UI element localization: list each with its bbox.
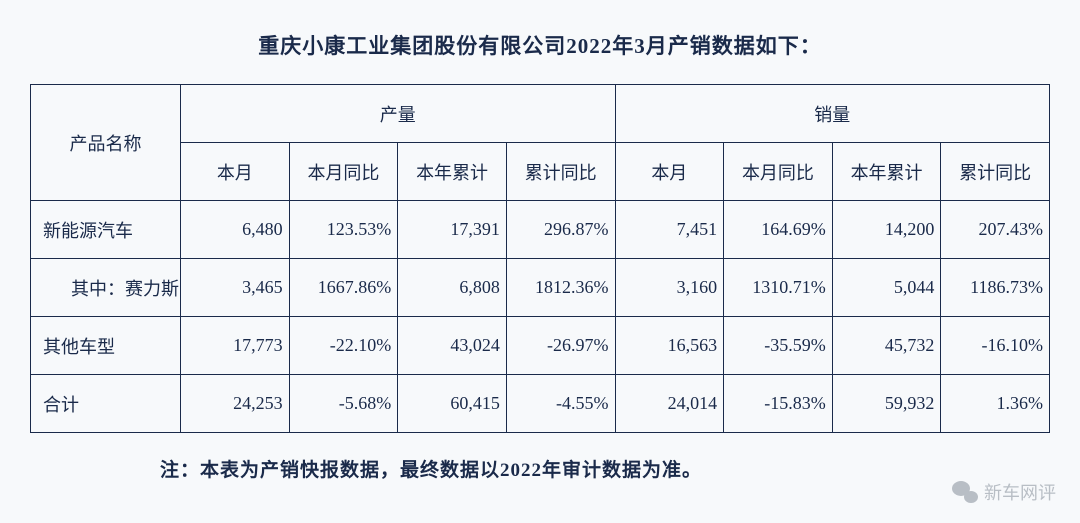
col-sales-ytd-yoy: 累计同比 (941, 143, 1050, 201)
cell-value: 6,480 (181, 201, 290, 259)
col-prod-month-yoy: 本月同比 (289, 143, 398, 201)
table-row: 合计24,253-5.68%60,415-4.55%24,014-15.83%5… (31, 375, 1050, 433)
table-row: 其他车型17,773-22.10%43,024-26.97%16,563-35.… (31, 317, 1050, 375)
header-row-1: 产品名称 产量 销量 (31, 85, 1050, 143)
watermark-text: 新车网评 (984, 479, 1056, 505)
watermark: 新车网评 (952, 479, 1056, 505)
cell-value: 1.36% (941, 375, 1050, 433)
cell-value: 1186.73% (941, 259, 1050, 317)
cell-value: 43,024 (398, 317, 507, 375)
cell-value: 3,465 (181, 259, 290, 317)
cell-value: 16,563 (615, 317, 724, 375)
cell-value: -35.59% (724, 317, 833, 375)
wechat-icon (952, 481, 978, 503)
col-prod-month: 本月 (181, 143, 290, 201)
cell-value: 17,773 (181, 317, 290, 375)
col-sales-ytd: 本年累计 (832, 143, 941, 201)
cell-value: 6,808 (398, 259, 507, 317)
cell-value: 164.69% (724, 201, 833, 259)
cell-value: 3,160 (615, 259, 724, 317)
cell-value: 45,732 (832, 317, 941, 375)
table-row: 新能源汽车6,480123.53%17,391296.87%7,451164.6… (31, 201, 1050, 259)
cell-value: -16.10% (941, 317, 1050, 375)
cell-value: -5.68% (289, 375, 398, 433)
cell-value: 207.43% (941, 201, 1050, 259)
footnote: 注：本表为产销快报数据，最终数据以2022年审计数据为准。 (30, 455, 1050, 482)
col-sales-month: 本月 (615, 143, 724, 201)
cell-value: 1310.71% (724, 259, 833, 317)
cell-value: 1812.36% (506, 259, 615, 317)
cell-value: 14,200 (832, 201, 941, 259)
cell-value: 60,415 (398, 375, 507, 433)
cell-value: -22.10% (289, 317, 398, 375)
col-product-name: 产品名称 (31, 85, 181, 201)
cell-value: 59,932 (832, 375, 941, 433)
production-sales-table: 产品名称 产量 销量 本月 本月同比 本年累计 累计同比 本月 本月同比 本年累… (30, 84, 1050, 433)
cell-value: 5,044 (832, 259, 941, 317)
col-prod-ytd-yoy: 累计同比 (506, 143, 615, 201)
cell-value: 1667.86% (289, 259, 398, 317)
table-row: 其中：赛力斯3,4651667.86%6,8081812.36%3,160131… (31, 259, 1050, 317)
cell-value: 296.87% (506, 201, 615, 259)
col-prod-ytd: 本年累计 (398, 143, 507, 201)
header-row-2: 本月 本月同比 本年累计 累计同比 本月 本月同比 本年累计 累计同比 (31, 143, 1050, 201)
cell-value: -26.97% (506, 317, 615, 375)
cell-value: -4.55% (506, 375, 615, 433)
cell-value: -15.83% (724, 375, 833, 433)
cell-value: 17,391 (398, 201, 507, 259)
row-label: 合计 (31, 375, 181, 433)
report-title: 重庆小康工业集团股份有限公司2022年3月产销数据如下： (30, 30, 1050, 60)
row-label: 其中：赛力斯 (31, 259, 181, 317)
col-sales: 销量 (615, 85, 1050, 143)
col-production: 产量 (181, 85, 616, 143)
cell-value: 123.53% (289, 201, 398, 259)
row-label: 其他车型 (31, 317, 181, 375)
cell-value: 24,253 (181, 375, 290, 433)
row-label: 新能源汽车 (31, 201, 181, 259)
cell-value: 24,014 (615, 375, 724, 433)
cell-value: 7,451 (615, 201, 724, 259)
col-sales-month-yoy: 本月同比 (724, 143, 833, 201)
